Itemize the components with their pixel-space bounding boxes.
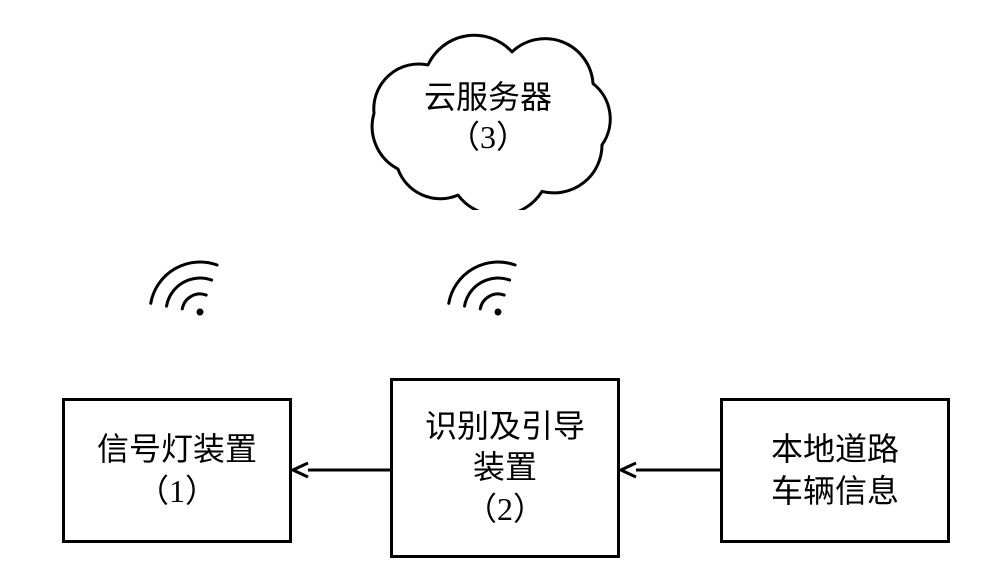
arrow-local-to-recog (620, 459, 720, 481)
wireless-icon-left (142, 254, 258, 370)
recog-line1: 识别及引导 (425, 406, 585, 448)
cloud-number: （3） (448, 117, 528, 157)
cloud-node: 云服务器 （3） (338, 24, 638, 210)
recog-line2: 装置 (473, 447, 537, 489)
signal-title: 信号灯装置 (97, 429, 257, 471)
wireless-icon-right (440, 254, 556, 370)
local-line2: 车辆信息 (771, 471, 899, 513)
local-road-vehicle-info-box: 本地道路 车辆信息 (720, 398, 950, 543)
cloud-label: 云服务器 （3） (338, 24, 638, 210)
cloud-title: 云服务器 (424, 77, 552, 117)
signal-light-device-box: 信号灯装置 （1） (62, 398, 292, 543)
recog-number: （2） (465, 489, 545, 531)
arrow-recog-to-signal (292, 459, 390, 481)
diagram-canvas: 云服务器 （3） 信号灯装置 （1） 识别及引导 装置 （2） 本地道路 车辆信… (0, 0, 1000, 588)
recognition-guidance-device-box: 识别及引导 装置 （2） (390, 378, 620, 558)
signal-number: （1） (137, 471, 217, 513)
local-line1: 本地道路 (771, 429, 899, 471)
